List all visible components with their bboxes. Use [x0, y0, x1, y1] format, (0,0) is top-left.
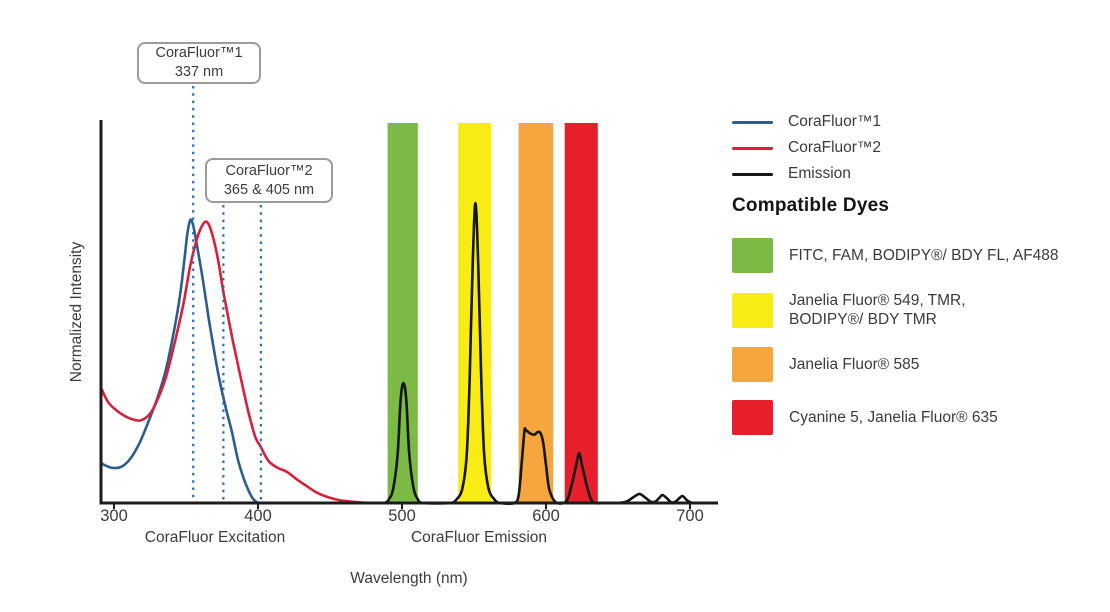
dye-row-green: FITC, FAM, BODIPY®/ BDY FL, AF488	[732, 238, 1059, 273]
emission-bands-layer	[387, 123, 598, 503]
x-tick-label: 500	[388, 507, 416, 525]
orange-band-swatch	[732, 347, 773, 382]
emission-band-jf549-tmr-bdy-tmr-window	[458, 123, 492, 503]
emission-band-fitc-fam-bdy-fl-af488-window	[387, 123, 418, 503]
excitation-marker-lines-layer	[192, 86, 262, 503]
axes-layer	[99, 120, 718, 505]
annotation-corafluor2-title: CoraFluor™2	[225, 162, 313, 179]
legend-label: CoraFluor™2	[788, 139, 882, 156]
legend-label: CoraFluor™1	[788, 113, 882, 130]
annotation-corafluor2-box: CoraFluor™2 365 & 405 nm	[205, 158, 333, 203]
annotation-corafluor1-value: 337 nm	[174, 64, 224, 80]
dye-row-yellow: Janelia Fluor® 549, TMR, BODIPY®/ BDY TM…	[732, 291, 1059, 329]
annotation-corafluor2-value: 365 & 405 nm	[223, 181, 315, 198]
dye-row-red: Cyanine 5, Janelia Fluor® 635	[732, 400, 1059, 435]
y-axis-title: Normalized Intensity	[68, 242, 85, 383]
spectra-chart: 300 400 500 600 700 CoraFluor Excitation Cor…	[68, 86, 718, 587]
dye-label: Cyanine 5, Janelia Fluor® 635	[789, 409, 998, 426]
x-tick-label: 300	[100, 507, 128, 525]
x-tick-label: 700	[676, 507, 704, 525]
x-tick-layer: 300 400 500 600 700	[100, 503, 704, 525]
yellow-band-swatch	[732, 292, 773, 328]
red-band-swatch	[732, 400, 773, 435]
x-axis-title: Wavelength (nm)	[350, 570, 467, 587]
legend-item-corafluor2: CoraFluor™2	[732, 135, 881, 161]
green-band-swatch	[732, 238, 773, 273]
compatible-dyes-list: FITC, FAM, BODIPY®/ BDY FL, AF488 Janeli…	[732, 238, 1059, 435]
corafluor1-line-swatch	[732, 120, 773, 124]
x-tick-label: 600	[532, 507, 560, 525]
dye-label: Janelia Fluor® 549, TMR, BODIPY®/ BDY TM…	[789, 292, 966, 328]
annotation-corafluor1-title: CoraFluor™1	[155, 45, 243, 61]
dye-label: FITC, FAM, BODIPY®/ BDY FL, AF488	[789, 247, 1059, 264]
excitation-section-label: CoraFluor Excitation	[145, 529, 285, 546]
legend-label: Emission	[788, 165, 851, 182]
series-legend: CoraFluor™1 CoraFluor™2 Emission	[732, 109, 881, 187]
emission-line-swatch	[732, 172, 773, 176]
series-corafluor2-excitation-curve	[99, 220, 378, 505]
legend-item-emission: Emission	[732, 161, 881, 187]
emission-band-cy5-jf635-window	[564, 123, 598, 503]
annotation-corafluor1-box: CoraFluor™1 337 nm	[137, 42, 261, 84]
dye-label: Janelia Fluor® 585	[789, 356, 920, 373]
emission-section-label: CoraFluor Emission	[411, 529, 547, 546]
corafluor2-line-swatch	[732, 146, 773, 150]
legend-item-corafluor1: CoraFluor™1	[732, 109, 881, 135]
series-corafluor1-excitation-curve	[99, 218, 260, 505]
x-tick-label: 400	[244, 507, 272, 525]
dye-row-orange: Janelia Fluor® 585	[732, 347, 1059, 382]
compatible-dyes-heading: Compatible Dyes	[732, 195, 890, 216]
